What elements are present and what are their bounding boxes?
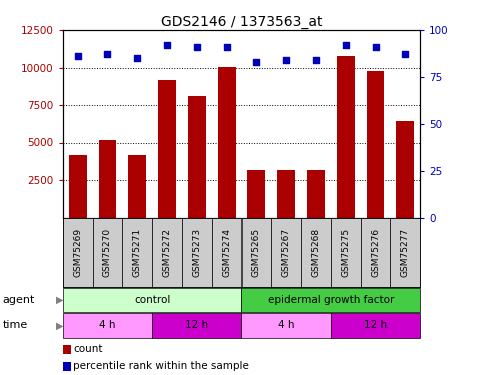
- Bar: [307, 170, 325, 217]
- Text: 4 h: 4 h: [278, 320, 295, 330]
- Text: GSM75265: GSM75265: [252, 228, 261, 277]
- Bar: [242, 288, 420, 312]
- Bar: [128, 154, 146, 218]
- Text: GSM75270: GSM75270: [103, 228, 112, 277]
- Text: agent: agent: [2, 295, 35, 305]
- Bar: [212, 217, 242, 287]
- Point: [401, 51, 409, 57]
- Text: count: count: [73, 344, 103, 354]
- Point: [74, 53, 82, 59]
- Point: [133, 55, 141, 61]
- Point: [104, 51, 112, 57]
- Bar: [277, 170, 295, 217]
- Text: GSM75272: GSM75272: [163, 228, 171, 277]
- Bar: [301, 217, 331, 287]
- Point: [163, 42, 171, 48]
- Text: epidermal growth factor: epidermal growth factor: [268, 295, 394, 305]
- Text: 4 h: 4 h: [99, 320, 116, 330]
- Bar: [63, 217, 93, 287]
- Bar: [390, 217, 420, 287]
- Point: [372, 44, 380, 50]
- Point: [253, 59, 260, 65]
- Text: ▶: ▶: [56, 295, 63, 305]
- Bar: [361, 217, 390, 287]
- Text: GSM75277: GSM75277: [401, 228, 410, 277]
- Text: percentile rank within the sample: percentile rank within the sample: [73, 361, 249, 371]
- Bar: [152, 217, 182, 287]
- Bar: [331, 217, 361, 287]
- Text: GSM75275: GSM75275: [341, 228, 350, 277]
- Bar: [397, 122, 414, 218]
- Bar: [69, 154, 86, 218]
- Text: time: time: [2, 320, 28, 330]
- Bar: [182, 217, 212, 287]
- Text: 12 h: 12 h: [185, 320, 208, 330]
- Point: [312, 57, 320, 63]
- Text: GSM75276: GSM75276: [371, 228, 380, 277]
- Bar: [242, 313, 331, 338]
- Bar: [331, 313, 420, 338]
- Text: GSM75271: GSM75271: [133, 228, 142, 277]
- Bar: [337, 56, 355, 217]
- Bar: [63, 288, 242, 312]
- Bar: [367, 70, 384, 217]
- Point: [282, 57, 290, 63]
- Bar: [158, 80, 176, 218]
- Text: GSM75267: GSM75267: [282, 228, 291, 277]
- Text: 12 h: 12 h: [364, 320, 387, 330]
- Text: GSM75274: GSM75274: [222, 228, 231, 277]
- Bar: [152, 313, 242, 338]
- Text: control: control: [134, 295, 170, 305]
- Bar: [242, 217, 271, 287]
- Text: GSM75273: GSM75273: [192, 228, 201, 277]
- Bar: [188, 96, 206, 218]
- Point: [193, 44, 201, 50]
- Bar: [93, 217, 122, 287]
- Bar: [63, 313, 152, 338]
- Bar: [218, 67, 236, 218]
- Bar: [99, 140, 116, 218]
- Point: [342, 42, 350, 48]
- Text: GSM75268: GSM75268: [312, 228, 320, 277]
- Text: GSM75269: GSM75269: [73, 228, 82, 277]
- Point: [223, 44, 230, 50]
- Bar: [122, 217, 152, 287]
- Text: ▶: ▶: [56, 320, 63, 330]
- Bar: [247, 170, 265, 217]
- Title: GDS2146 / 1373563_at: GDS2146 / 1373563_at: [161, 15, 322, 29]
- Bar: [271, 217, 301, 287]
